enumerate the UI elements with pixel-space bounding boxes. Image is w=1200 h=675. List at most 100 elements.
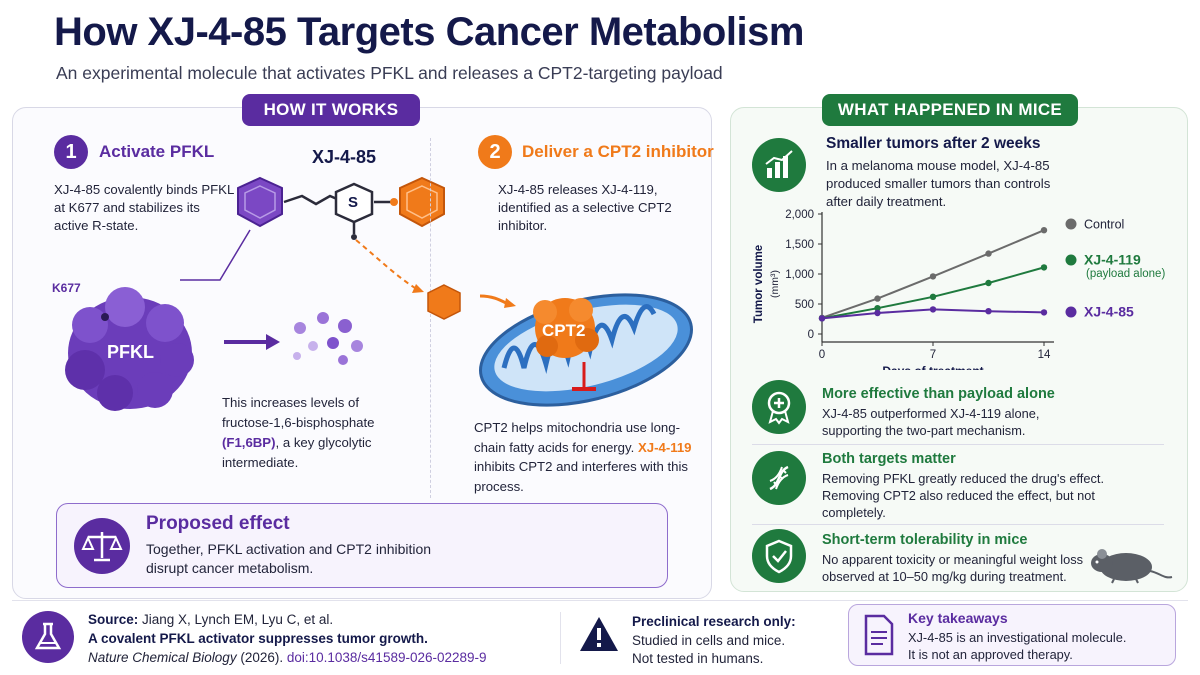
source-title: A covalent PFKL activator suppresses tum… bbox=[88, 631, 428, 646]
preclinical-title: Preclinical research only: bbox=[632, 614, 796, 629]
f16bp-text: This increases levels of fructose-1,6-bi… bbox=[222, 393, 412, 473]
shield-check-icon bbox=[752, 529, 806, 583]
data-point-2-0 bbox=[818, 315, 826, 322]
page-subtitle: An experimental molecule that activates … bbox=[56, 63, 723, 83]
y-axis-unit: (mm³) bbox=[769, 270, 781, 298]
mice-item-0-title: More effective than payload alone bbox=[822, 386, 1055, 402]
arrow-to-f16bp bbox=[224, 334, 280, 350]
molecule-label: XJ-4-85 bbox=[312, 147, 377, 167]
cpt2-text-suffix: inhibits CPT2 and interferes with this p… bbox=[474, 459, 689, 494]
data-point-2-1 bbox=[874, 309, 881, 317]
data-point-2-2 bbox=[929, 306, 937, 313]
mice-item-0-text: XJ-4-85 outperformed XJ-4-119 alone, sup… bbox=[822, 406, 1040, 438]
x-tick-label: 14 bbox=[1038, 349, 1051, 361]
flask-icon bbox=[22, 611, 74, 663]
data-point-2-4 bbox=[1040, 309, 1048, 316]
released-payload-hexagon bbox=[427, 284, 461, 320]
cpt2-text: CPT2 helps mitochondria use long-chain f… bbox=[474, 418, 702, 496]
cpt2-label: CPT2 bbox=[542, 321, 586, 340]
y-tick-label: 1,500 bbox=[785, 239, 814, 251]
data-point-0-3 bbox=[985, 250, 992, 257]
y-axis-title: Tumor volume bbox=[753, 245, 765, 323]
award-icon bbox=[752, 380, 806, 434]
step-1-title: Activate PFKL bbox=[99, 142, 215, 161]
mice-header: WHAT HAPPENED IN MICE bbox=[822, 94, 1078, 126]
proposed-effect-text: Together, PFKL activation and CPT2 inhib… bbox=[146, 541, 432, 576]
source-line: Source: Jiang X, Lynch EM, Lyu C, et al. bbox=[88, 610, 333, 629]
source-doi-link[interactable]: doi:10.1038/s41589-026-02289-9 bbox=[286, 650, 487, 665]
legend-marker-2 bbox=[1065, 306, 1077, 318]
mice-item-2-title: Short-term tolerability in mice bbox=[822, 532, 1028, 548]
source-authors: Jiang X, Lynch EM, Lyu C, et al. bbox=[142, 612, 334, 627]
footer-divider bbox=[12, 600, 1188, 601]
f16bp-text-bold: (F1,6BP) bbox=[222, 435, 276, 450]
bar-chart-icon bbox=[752, 138, 806, 192]
molecule-diagram bbox=[237, 176, 445, 240]
step-2-badge: 2 bbox=[478, 135, 512, 169]
mice-divider-2 bbox=[752, 524, 1164, 525]
data-point-1-2 bbox=[929, 293, 937, 300]
source-label: Source: bbox=[88, 612, 139, 627]
data-point-0-2 bbox=[929, 273, 937, 280]
f16bp-text-prefix: This increases levels of fructose-1,6-bi… bbox=[222, 395, 375, 430]
step-1-text: XJ-4-85 covalently binds PFKL at K677 an… bbox=[54, 182, 234, 233]
molecule-sulfur-label: S bbox=[348, 194, 359, 211]
x-tick-label: 0 bbox=[819, 349, 825, 361]
y-tick-label: 2,000 bbox=[785, 209, 814, 221]
data-point-1-1 bbox=[874, 305, 881, 312]
tumor-text: In a melanoma mouse model, XJ-4-85 produ… bbox=[826, 158, 1051, 209]
preclinical-line-1: Studied in cells and mice. bbox=[632, 633, 786, 648]
k677-label: K677 bbox=[52, 281, 81, 295]
x-tick-label: 7 bbox=[930, 349, 936, 361]
f16bp-text-suffix: , a key glycolytic intermediate. bbox=[222, 435, 372, 470]
tumor-volume-chart: 0 500 1,000 1,500 2,000 0 7 14 Days of treatment… bbox=[753, 209, 1141, 370]
data-point-0-1 bbox=[874, 295, 881, 302]
legend-payload-note: (payload alone) bbox=[1086, 268, 1166, 280]
mouse-illustration bbox=[1091, 549, 1173, 584]
legend-label-0: Control bbox=[1084, 218, 1124, 232]
footer-divider-vertical bbox=[560, 612, 561, 664]
dna-icon bbox=[752, 451, 806, 505]
arrow-to-mitochondrion bbox=[479, 294, 516, 308]
source-citation: Nature Chemical Biology (2026). doi:10.1… bbox=[88, 648, 487, 667]
legend-label-2: XJ-4-85 bbox=[1084, 304, 1134, 320]
source-year: (2026). bbox=[236, 650, 287, 665]
how-it-works-header: HOW IT WORKS bbox=[242, 94, 420, 126]
key-takeaways-box bbox=[848, 604, 1176, 666]
x-axis-title: Days of treatment bbox=[882, 364, 983, 370]
data-point-1-4 bbox=[1040, 264, 1048, 271]
inhibition-marker bbox=[572, 362, 596, 391]
tumor-title: Smaller tumors after 2 weeks bbox=[826, 135, 1041, 152]
y-tick-label: 500 bbox=[795, 299, 814, 311]
step-1-badge: 1 bbox=[54, 135, 88, 169]
cpt2-text-prefix: CPT2 helps mitochondria use long-chain f… bbox=[474, 420, 680, 455]
connector-lines bbox=[180, 229, 424, 293]
document-icon bbox=[864, 614, 894, 656]
y-tick-label: 1,000 bbox=[785, 269, 814, 281]
cpt2-enzyme-illustration bbox=[533, 298, 599, 358]
source-journal: Nature Chemical Biology bbox=[88, 650, 237, 665]
takeaways-line-1: XJ-4-85 is an investigational molecule. bbox=[908, 630, 1127, 645]
y-tick-label: 0 bbox=[808, 329, 814, 341]
step-divider bbox=[430, 138, 431, 498]
proposed-effect-box bbox=[56, 503, 668, 588]
mice-item-1-title: Both targets matter bbox=[822, 451, 956, 467]
takeaways-line-2: It is not an approved therapy. bbox=[908, 647, 1073, 662]
preclinical-line-2: Not tested in humans. bbox=[632, 651, 764, 666]
data-point-1-3 bbox=[985, 279, 992, 287]
data-point-0-4 bbox=[1040, 227, 1048, 234]
page-title: How XJ-4-85 Targets Cancer Metabolism bbox=[54, 10, 804, 54]
mice-divider-1 bbox=[752, 444, 1164, 445]
scales-icon bbox=[74, 518, 130, 574]
step-2-title: Deliver a CPT2 inhibitor bbox=[522, 142, 714, 161]
cpt2-text-highlight: XJ-4-119 bbox=[637, 439, 692, 455]
mice-item-2-text: No apparent toxicity or meaningful weigh… bbox=[822, 552, 1084, 584]
proposed-effect-title: Proposed effect bbox=[146, 513, 290, 534]
legend-marker-1 bbox=[1065, 254, 1077, 266]
f16bp-molecules bbox=[293, 312, 363, 365]
legend-label-1: XJ-4-119 bbox=[1084, 252, 1141, 268]
step-2-text: XJ-4-85 releases XJ-4-119, identified as… bbox=[498, 182, 672, 233]
data-point-2-3 bbox=[985, 308, 992, 315]
legend-marker-0 bbox=[1065, 218, 1077, 230]
takeaways-title: Key takeaways bbox=[908, 610, 1008, 626]
